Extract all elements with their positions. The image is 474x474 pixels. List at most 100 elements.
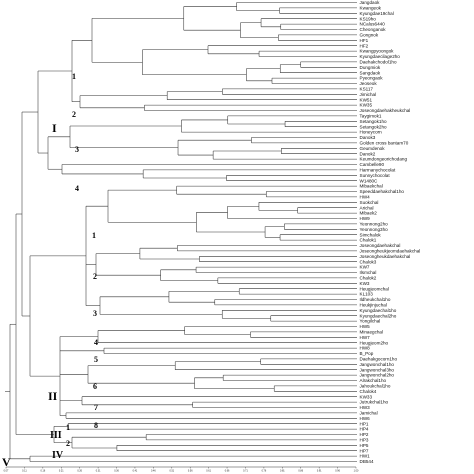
leaf-label: Golden cross bantam70	[360, 141, 409, 146]
leaf-label: HP1	[360, 421, 369, 426]
axis-tick-label: 0.66	[225, 470, 230, 473]
leaf-label: HW4	[360, 195, 371, 200]
leaf-label: Chalok1	[360, 238, 377, 243]
leaf-label: Ildheukchal1ho	[360, 297, 391, 302]
leaf-label: HW8	[360, 346, 371, 351]
axis-tick-label: 0.26	[77, 470, 82, 473]
leaf-label: NCalus6440	[360, 22, 386, 27]
subgroup-label: 2	[66, 439, 70, 448]
leaf-label: Gongnok	[360, 33, 379, 38]
subgroup-label: 4	[94, 338, 98, 347]
leaf-label: Dungmiok	[360, 65, 381, 70]
leaf-label: HF1	[360, 38, 369, 43]
leaf-label: Mibaek2	[360, 211, 378, 216]
leaf-label: HW6	[360, 416, 371, 421]
subgroup-label: 8	[94, 421, 98, 430]
leaf-label: Mibaekchal	[360, 184, 383, 189]
leaf-label: Daehakchodol1ho	[360, 60, 397, 65]
leaf-label: Kyungdaechal2ho	[360, 313, 397, 318]
leaf-label: Yeonnong3ho	[360, 227, 389, 232]
axis-tick-label: 0.41	[133, 470, 138, 473]
leaf-label: Joseongheukdaehakchal	[360, 254, 411, 259]
subgroup-label: 2	[72, 110, 76, 119]
leaf-label: Chalok3	[360, 259, 377, 264]
leaf-label: Chalok4	[360, 389, 377, 394]
axis-tick-label: 0.51	[169, 470, 174, 473]
leaf-label: Kwangpyoongok	[360, 49, 395, 54]
subgroup-label: 1	[92, 231, 96, 240]
leaf-label: Jangwonchal2ho	[360, 373, 395, 378]
leaf-label: Heugjeomchal	[360, 286, 389, 291]
dendrogram-branches	[5, 2, 357, 462]
axis-tick-label: 0.21	[59, 470, 64, 473]
axis-tick-label: 0.07	[4, 470, 9, 473]
leaf-label: Geumdenok	[360, 146, 386, 151]
subgroup-label: 3	[75, 145, 79, 154]
axis-tick-label: 0.46	[151, 470, 156, 473]
group-label: IV	[52, 450, 64, 461]
leaf-label: KW35	[360, 103, 373, 108]
leaf-label: Simchalok	[360, 232, 382, 237]
leaf-label: Honeycorn	[360, 130, 383, 135]
leaf-label: Jangdaok	[360, 0, 381, 5]
group-label: III	[50, 430, 62, 441]
leaf-label: KW3	[360, 281, 370, 286]
leaf-label: Sunnychocolat	[360, 173, 391, 178]
leaf-label: KW7	[360, 265, 370, 270]
leaf-label: Kyungdae19chal	[360, 11, 394, 16]
leaf-label: HW5	[360, 324, 371, 329]
leaf-label: Harmanychocolat	[360, 168, 396, 173]
leaf-label: Arichal	[360, 205, 374, 210]
leaf-label: Danok3	[360, 135, 376, 140]
leaf-label: Taygimok1	[360, 114, 382, 119]
leaf-label: Jimichal	[360, 92, 377, 97]
leaf-label: Jutrukchal1ho	[360, 400, 389, 405]
leaf-label: Suokchal	[360, 200, 379, 205]
leaf-label: KS19ho	[360, 16, 377, 21]
group-label: II	[48, 389, 58, 403]
leaf-label: HP7	[360, 448, 369, 453]
axis-tick-label: 0.86	[298, 470, 303, 473]
leaf-label: HP2	[360, 432, 369, 437]
axis-tick-label: 0.56	[188, 470, 193, 473]
subgroup-label: 5	[94, 355, 98, 364]
leaf-label: Yeonnong2ho	[360, 222, 389, 227]
leaf-label: HW7	[360, 335, 371, 340]
leaf-label: Jamichal	[360, 411, 378, 416]
leaf-label: HW1	[360, 454, 371, 459]
leaf-label: Jangwonchal1ho	[360, 362, 395, 367]
group-label: I	[52, 121, 57, 135]
axis-tick-label: 0.16	[41, 470, 46, 473]
axis-tick-label: 0.11	[22, 470, 27, 473]
subgroup-label: 4	[75, 184, 79, 193]
leaf-label: KW33	[360, 394, 373, 399]
leaf-label: Kyungdaecilage2ho	[360, 54, 401, 59]
leaf-label: Joseongheukjeomdaehakchal	[360, 249, 421, 254]
group-label: V	[2, 455, 11, 469]
axis-tick-label: 0.81	[280, 470, 285, 473]
distance-axis: 0.07 0.11 0.16 0.21 0.26 0.31 0.36 0.41 0.46 0.51…	[4, 466, 359, 473]
leaf-label: HP4	[360, 427, 369, 432]
leaf-label: Danok2	[360, 151, 376, 156]
leaf-label: Kyungdaechal1ho	[360, 308, 397, 313]
subgroup-label: 6	[93, 382, 97, 391]
subgroup-label: 1	[72, 72, 76, 81]
leaf-label: Cheonganok	[360, 27, 387, 32]
leaf-label: Jahoukchal1ho	[360, 384, 391, 389]
subgroup-label: 3	[93, 309, 97, 318]
leaf-label: KW51	[360, 97, 373, 102]
leaf-label: B_Pop	[360, 351, 374, 356]
axis-tick-label: 0.61	[206, 470, 211, 473]
leaf-label: DB544	[360, 459, 374, 464]
leaf-label: HF2	[360, 43, 369, 48]
leaf-label: KS117	[360, 87, 374, 92]
leaf-label: Heugjeom2ho	[360, 340, 389, 345]
leaf-label: Kwangeok	[360, 6, 382, 11]
axis-tick-label: 0.76	[262, 470, 267, 473]
leaf-label: Speeddaehakchal1ho	[360, 189, 405, 194]
leaf-label: HP3	[360, 438, 369, 443]
axis-tick-label: 0.71	[243, 470, 248, 473]
leaf-label: Pyeongaok	[360, 76, 384, 81]
